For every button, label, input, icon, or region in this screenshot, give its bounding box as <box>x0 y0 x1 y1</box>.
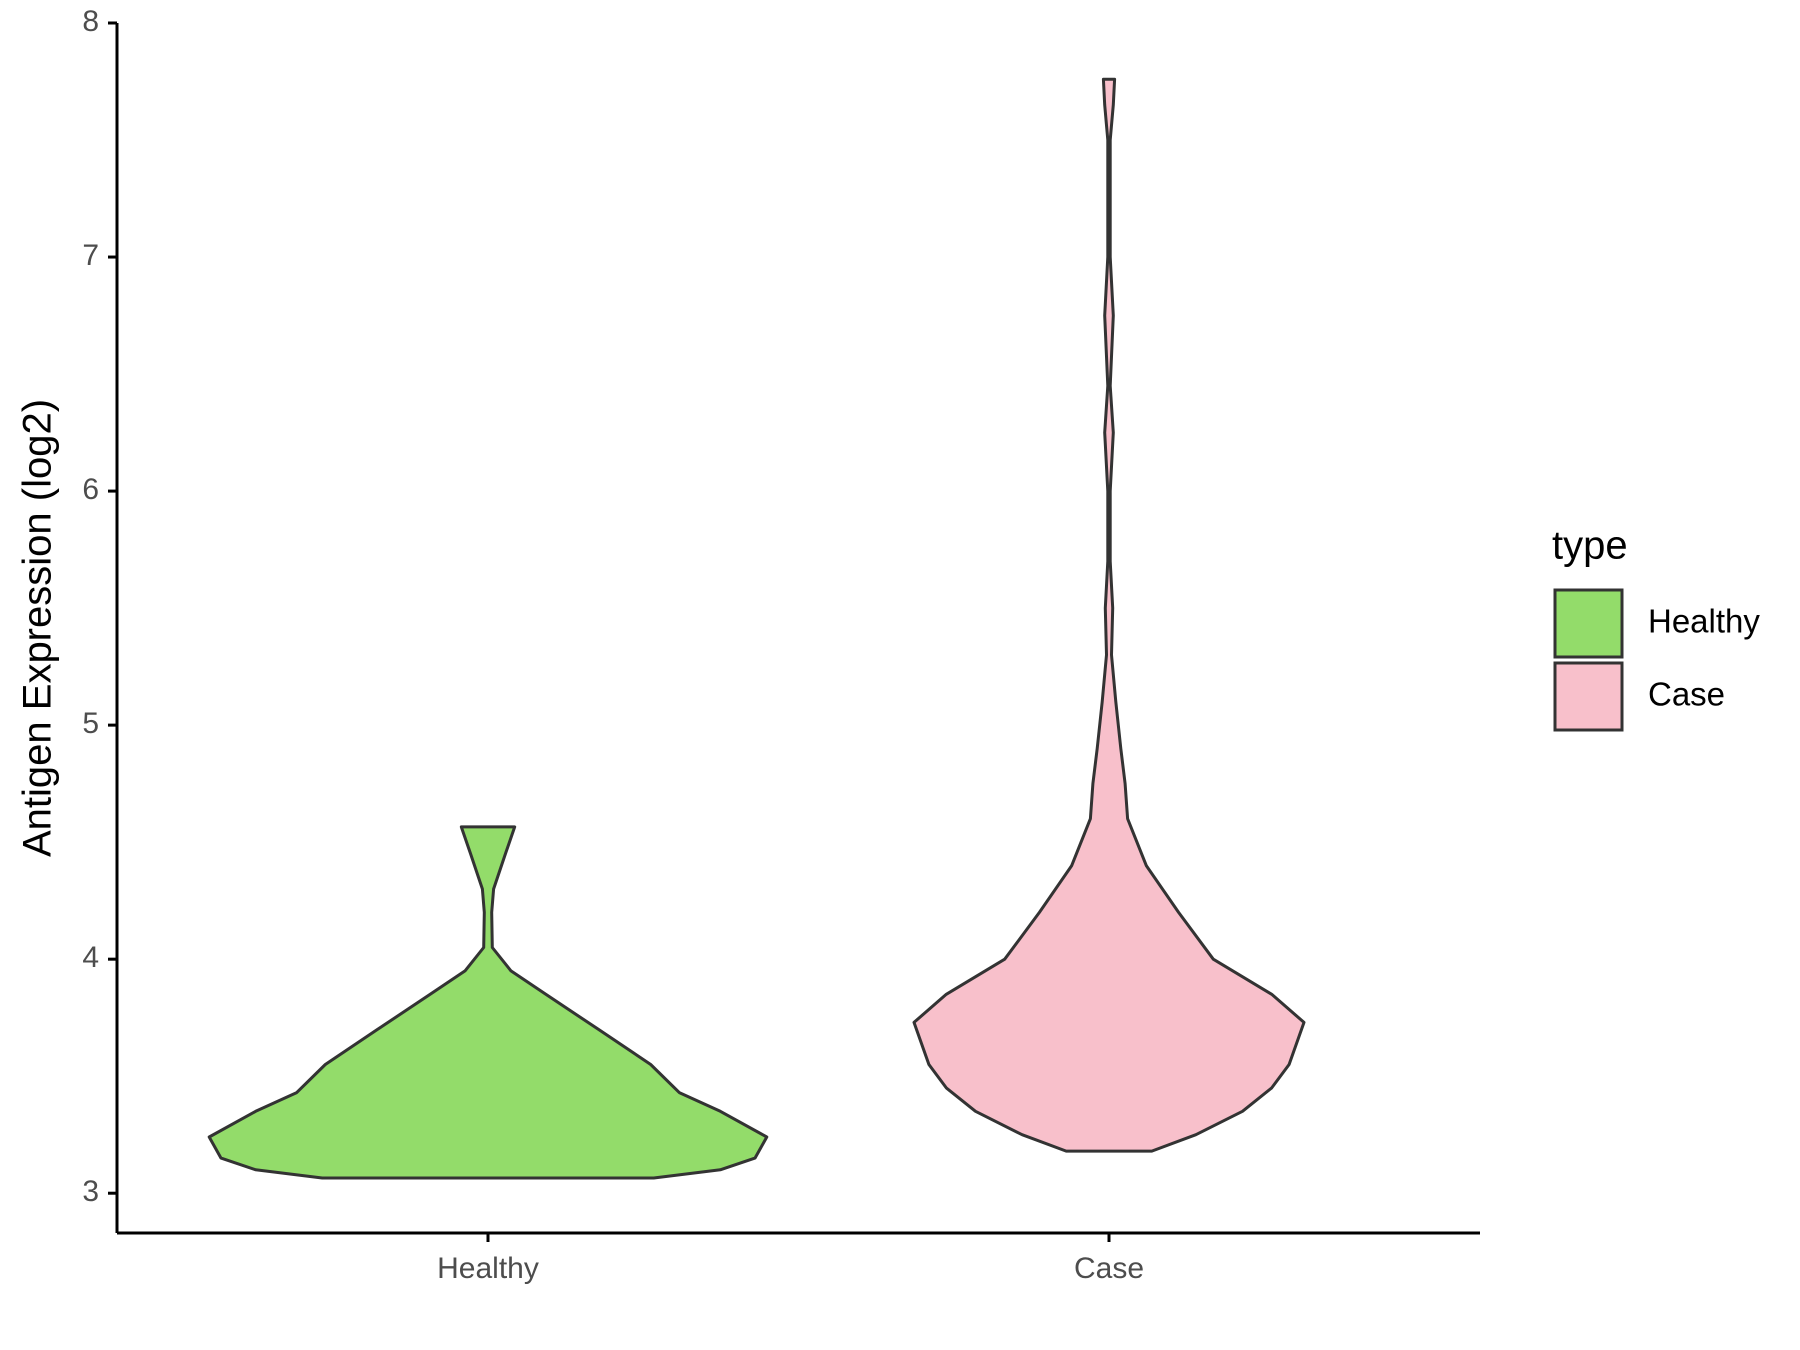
violin <box>912 77 1306 1153</box>
y-tick-label: 7 <box>82 239 99 272</box>
legend-key <box>1553 661 1624 732</box>
x-tick-label: Healthy <box>437 1252 539 1285</box>
x-tick-label: Case <box>1074 1252 1144 1285</box>
y-tick-label: 5 <box>82 707 99 740</box>
legend-label: Healthy <box>1648 603 1760 640</box>
violin <box>207 825 769 1180</box>
legend-label: Case <box>1648 676 1725 713</box>
y-tick-label: 4 <box>82 941 99 974</box>
legend-title: type <box>1552 524 1628 568</box>
y-tick-label: 3 <box>82 1175 99 1208</box>
y-tick-label: 6 <box>82 473 99 506</box>
y-axis-title: Antigen Expression (log2) <box>16 399 60 857</box>
legend-key <box>1553 588 1624 659</box>
y-tick-label: 8 <box>82 5 99 38</box>
